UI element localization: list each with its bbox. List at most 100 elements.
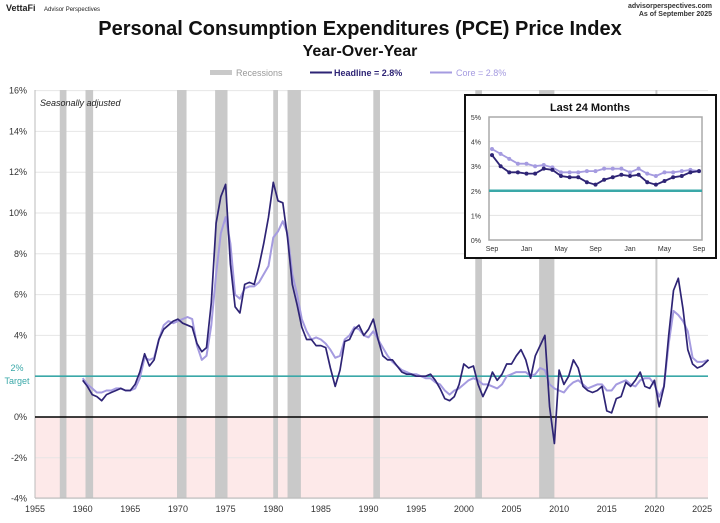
inset-y-tick-label: 3% xyxy=(471,164,481,171)
inset-point-core xyxy=(507,156,512,161)
inset-x-tick-label: May xyxy=(554,246,568,253)
inset-point-core xyxy=(679,169,684,174)
inset-point-core xyxy=(645,171,650,176)
brand-name: VettaFi xyxy=(6,3,36,13)
series-line-headline xyxy=(82,181,710,445)
y-tick-label: 0% xyxy=(14,412,27,422)
inset-point-headline xyxy=(559,174,563,179)
inset-y-tick-label: 5% xyxy=(471,115,481,122)
inset-point-headline xyxy=(576,175,581,180)
inset-point-core xyxy=(584,169,589,174)
inset-point-core xyxy=(610,166,615,171)
inset-point-core xyxy=(524,161,529,166)
inset-point-headline xyxy=(593,182,598,187)
inset-point-core xyxy=(662,170,667,175)
chart-subtitle: Year-Over-Year xyxy=(302,43,418,60)
x-tick-label: 1960 xyxy=(73,504,93,514)
inset-point-core xyxy=(541,162,546,167)
inset-x-tick-label: May xyxy=(658,246,672,253)
inset-point-headline xyxy=(628,174,632,179)
brand-logo: VettaFi Advisor Perspectives xyxy=(6,3,100,13)
legend-recessions-swatch xyxy=(210,70,232,75)
x-tick-label: 1965 xyxy=(120,504,140,514)
inset-point-headline xyxy=(662,178,667,183)
chart-title: Personal Consumption Expenditures (PCE) … xyxy=(98,18,622,40)
x-tick-label: 2020 xyxy=(644,504,664,514)
inset-point-core xyxy=(498,151,503,156)
inset-point-headline xyxy=(584,180,589,185)
inset-point-headline xyxy=(541,166,546,171)
x-tick-label: 2000 xyxy=(454,504,474,514)
inset-point-headline xyxy=(507,170,512,175)
inset-point-headline xyxy=(567,175,572,180)
y-tick-label: 16% xyxy=(9,86,27,96)
x-tick-label: 2015 xyxy=(597,504,617,514)
inset-point-core xyxy=(533,164,538,169)
inset-x-tick-label: Sep xyxy=(589,246,602,253)
x-tick-label: 2025 xyxy=(692,504,712,514)
x-tick-label: 1980 xyxy=(263,504,283,514)
target-label-text: Target xyxy=(4,376,30,386)
x-tick-label: 2010 xyxy=(549,504,569,514)
inset-point-headline xyxy=(671,175,676,180)
recession-band xyxy=(215,90,228,498)
inset-point-headline xyxy=(636,172,641,177)
y-tick-label: -2% xyxy=(11,453,27,463)
inset-point-headline xyxy=(490,153,494,158)
inset-point-core xyxy=(636,166,641,171)
inset-point-headline xyxy=(498,164,503,169)
y-tick-label: -4% xyxy=(11,494,27,504)
recession-band xyxy=(475,90,482,498)
x-tick-label: 1990 xyxy=(359,504,379,514)
recession-band xyxy=(85,90,94,498)
x-tick-label: 1985 xyxy=(311,504,331,514)
recession-band xyxy=(176,90,187,498)
inset-y-tick-label: 0% xyxy=(471,238,481,245)
inset-x-tick-label: Jan xyxy=(521,246,532,253)
y-tick-label: 14% xyxy=(9,126,27,136)
y-tick-label: 6% xyxy=(14,290,27,300)
target-label-value: 2% xyxy=(10,363,23,373)
inset-point-core xyxy=(628,170,632,175)
inset-point-core xyxy=(671,170,676,175)
inset-point-core xyxy=(567,170,572,175)
y-tick-label: 12% xyxy=(9,167,27,177)
x-tick-label: 2005 xyxy=(501,504,521,514)
legend-headline-label: Headline = 2.8% xyxy=(334,68,402,78)
inset-last-24-months: Last 24 Months 0% 1% 2% 3% 4% 5% Sep Jan May Sep Ja… xyxy=(464,94,717,259)
legend-core-label: Core = 2.8% xyxy=(456,68,506,78)
inset-point-core xyxy=(576,170,581,175)
inset-x-tick-label: Sep xyxy=(486,246,499,253)
recession-band xyxy=(59,90,67,498)
x-tick-label: 1975 xyxy=(216,504,236,514)
inset-point-headline xyxy=(602,177,607,182)
recession-band xyxy=(273,90,279,498)
inset-point-headline xyxy=(653,182,658,187)
source-info: advisorperspectives.com As of September … xyxy=(628,3,712,19)
inset-point-core xyxy=(515,161,520,166)
brand-sub: Advisor Perspectives xyxy=(44,7,101,13)
inset-point-headline xyxy=(524,171,529,176)
inset-point-core xyxy=(653,174,658,179)
as-of-date: As of September 2025 xyxy=(638,11,712,18)
inset-point-headline xyxy=(515,170,520,175)
inset-point-headline xyxy=(550,167,555,172)
inset-point-headline xyxy=(688,170,693,175)
inset-y-tick-label: 4% xyxy=(471,140,481,147)
inset-x-tick-label: Jan xyxy=(624,246,635,253)
inset-point-headline xyxy=(645,180,650,185)
x-tick-label: 1955 xyxy=(25,504,45,514)
recession-band xyxy=(655,90,658,498)
inset-point-headline xyxy=(533,171,538,176)
inset-point-headline xyxy=(610,175,615,180)
inset-title: Last 24 Months xyxy=(550,102,630,114)
inset-point-core xyxy=(490,146,494,151)
inset-point-core xyxy=(602,166,607,171)
recession-band xyxy=(373,90,380,498)
inset-x-tick-label: Sep xyxy=(693,246,706,253)
inset-plot-border xyxy=(488,116,703,241)
inset-point-headline xyxy=(619,172,624,177)
y-tick-label: 8% xyxy=(14,249,27,259)
x-tick-label: 1970 xyxy=(168,504,188,514)
